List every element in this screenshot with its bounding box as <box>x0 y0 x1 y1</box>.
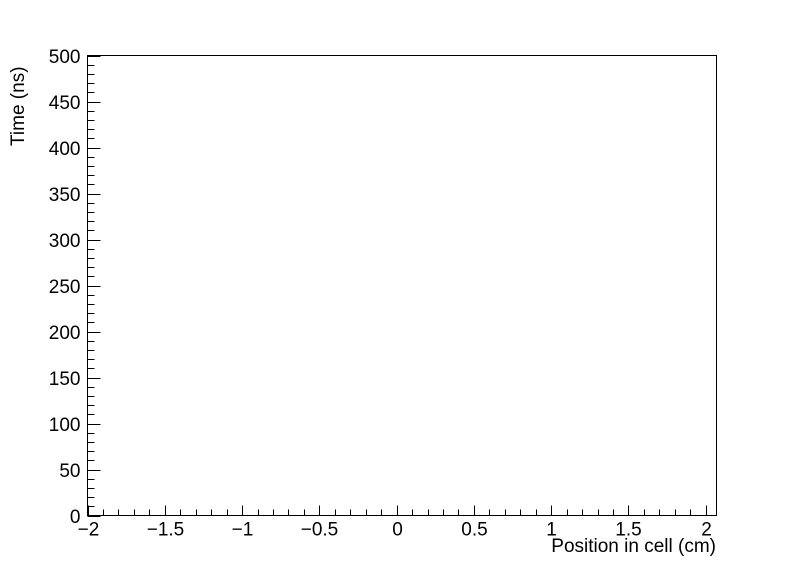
y-tick-label: 400 <box>49 139 81 160</box>
x-tick-label: −0.5 <box>301 520 339 541</box>
plot-frame <box>86 54 718 517</box>
x-tick-label: 0.5 <box>461 520 487 541</box>
x-axis-title: Position in cell (cm) <box>551 536 716 557</box>
x-tick-label: 1.5 <box>615 520 641 541</box>
y-tick-label: 0 <box>70 507 81 528</box>
y-tick-label: 100 <box>49 415 81 436</box>
y-tick-label: 150 <box>49 369 81 390</box>
y-tick-label: 300 <box>49 231 81 252</box>
x-tick-label: 0 <box>392 520 403 541</box>
x-tick-label: −1.5 <box>147 520 185 541</box>
y-tick-label: 500 <box>49 47 81 68</box>
y-tick-label: 200 <box>49 323 81 344</box>
x-tick-label: −1 <box>232 520 254 541</box>
y-axis-title: Time (ns) <box>8 66 29 146</box>
x-axis: −2 −1.5 −1 −0.5 0 0.5 1 1.5 2 <box>78 505 712 541</box>
y-tick-label: 250 <box>49 277 81 298</box>
x-tick-label: 1 <box>546 520 557 541</box>
x-tick-label: 2 <box>701 520 712 541</box>
y-tick-label: 350 <box>49 185 81 206</box>
y-axis: 0 50 100 150 200 250 300 350 400 450 500 <box>49 47 101 528</box>
frame-border <box>86 54 718 517</box>
y-tick-label: 450 <box>49 93 81 114</box>
x-tick-label: −2 <box>78 520 100 541</box>
y-tick-label: 50 <box>59 461 80 482</box>
